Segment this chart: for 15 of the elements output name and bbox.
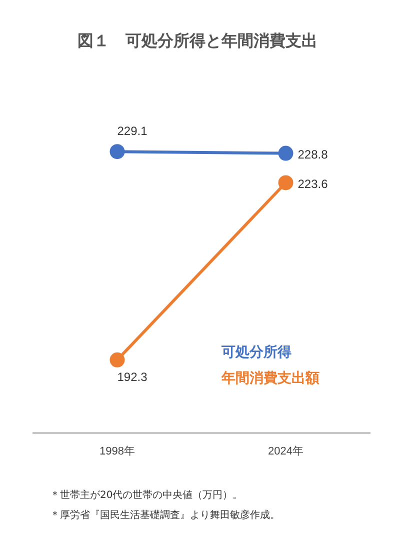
x-tick-label: 2024年 (268, 445, 304, 458)
chart-title: 図１ 可処分所得と年間消費支出 (78, 32, 318, 50)
point (278, 146, 294, 161)
point (110, 144, 125, 160)
point (278, 175, 294, 190)
text: 可処分所得 (220, 344, 292, 360)
text: ＊厚労省『国民生活基礎調査』より舞田敏彦作成。 (50, 508, 280, 523)
data-label: 229.1 (117, 124, 148, 138)
data-label: 223.6 (298, 177, 328, 192)
data-label: 192.3 (117, 370, 148, 384)
data-label: 228.8 (298, 148, 328, 162)
text: ＊世帯主が20代の世帯の中央値（万円）。 (50, 488, 244, 503)
text: 年間消費支出額 (220, 370, 320, 386)
point (110, 352, 125, 368)
x-tick-label: 1998年 (100, 445, 135, 458)
